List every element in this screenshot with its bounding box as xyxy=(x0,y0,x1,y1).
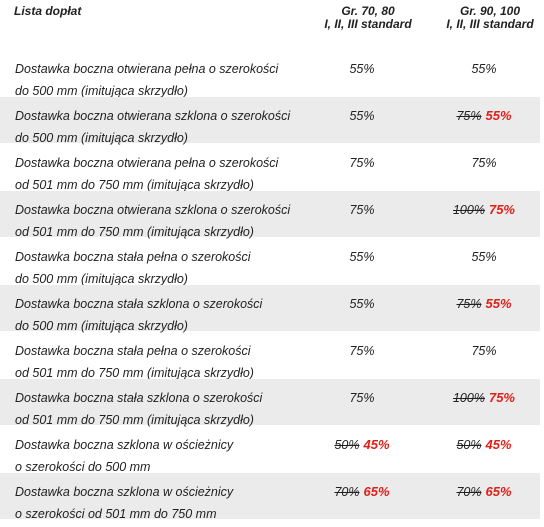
row-label-line: do 500 mm (imitująca skrzydło) xyxy=(15,84,188,98)
row-label: Dostawka boczna otwierana szklona o szer… xyxy=(15,199,290,243)
new-price: 65% xyxy=(485,484,512,499)
column-header-line: Gr. 70, 80 xyxy=(341,4,395,18)
new-price: 45% xyxy=(363,437,390,452)
price: 55% xyxy=(471,250,497,264)
row-label-line: Dostawka boczna stała pełna o szerokości xyxy=(15,344,251,358)
price-cell: 100% 75% xyxy=(424,199,544,221)
old-price: 100% xyxy=(452,203,485,217)
row-label-line: od 501 mm do 750 mm (imitująca skrzydło) xyxy=(15,413,254,427)
column-header-line: Gr. 90, 100 xyxy=(459,4,521,18)
row-label-line: od 501 mm do 750 mm (imitująca skrzydło) xyxy=(15,225,254,239)
price-cell: 75% xyxy=(424,152,544,174)
old-price: 75% xyxy=(456,297,482,311)
price-cell: 55% xyxy=(302,246,422,268)
price-cell: 55% xyxy=(424,58,544,80)
row-label-line: do 500 mm (imitująca skrzydło) xyxy=(15,319,188,333)
new-price: 75% xyxy=(488,202,515,217)
column-header: Gr. 90, 100 I, II, III standard xyxy=(430,5,544,31)
row-label-line: Dostawka boczna szklona w ościeżnicy xyxy=(15,438,234,452)
row-label-line: Dostawka boczna otwierana szklona o szer… xyxy=(15,203,291,217)
table-row: Dostawka boczna stała szklona o szerokoś… xyxy=(0,285,540,333)
column-header: Gr. 70, 80 I, II, III standard xyxy=(308,5,428,31)
table-row: Dostawka boczna otwierana pełna o szerok… xyxy=(0,144,540,192)
old-price: 100% xyxy=(452,391,485,405)
row-label: Dostawka boczna otwierana pełna o szerok… xyxy=(15,58,278,102)
table-row: Dostawka boczna otwierana pełna o szerok… xyxy=(0,50,540,98)
row-label: Dostawka boczna stała pełna o szerokości… xyxy=(15,340,254,384)
price-cell: 75% xyxy=(302,199,422,221)
table-title: Lista dopłat xyxy=(14,4,82,18)
new-price: 75% xyxy=(488,390,515,405)
price-cell: 50% 45% xyxy=(424,434,544,456)
old-price: 50% xyxy=(456,438,482,452)
row-label-line: Dostawka boczna otwierana pełna o szerok… xyxy=(15,62,279,76)
row-label-line: Dostawka boczna otwierana szklona o szer… xyxy=(15,109,291,123)
row-label: Dostawka boczna szklona w ościeżnicy o sz… xyxy=(15,481,233,525)
row-label: Dostawka boczna szklona w ościeżnicy o sz… xyxy=(15,434,233,478)
row-label: Dostawka boczna otwierana szklona o szer… xyxy=(15,105,290,149)
new-price: 55% xyxy=(485,108,512,123)
price-cell: 55% xyxy=(302,293,422,315)
row-label-line: do 500 mm (imitująca skrzydło) xyxy=(15,272,188,286)
price: 75% xyxy=(349,391,375,405)
new-price: 45% xyxy=(485,437,512,452)
row-label-line: od 501 mm do 750 mm (imitująca skrzydło) xyxy=(15,178,254,192)
price-cell: 75% xyxy=(302,387,422,409)
price: 75% xyxy=(471,344,497,358)
row-label-line: o szerokości do 500 mm xyxy=(15,460,151,474)
price-cell: 75% xyxy=(302,152,422,174)
table-row: Dostawka boczna stała pełna o szerokości… xyxy=(0,238,540,286)
price: 55% xyxy=(349,62,375,76)
row-label-line: Dostawka boczna stała szklona o szerokoś… xyxy=(15,297,263,311)
row-label-line: Dostawka boczna szklona w ościeżnicy xyxy=(15,485,234,499)
table-row: Dostawka boczna otwierana szklona o szer… xyxy=(0,97,540,145)
table-row: Dostawka boczna stała szklona o szerokoś… xyxy=(0,379,540,427)
column-header-line: I, II, III standard xyxy=(446,17,534,31)
row-label: Dostawka boczna otwierana pełna o szerok… xyxy=(15,152,278,196)
row-label-line: o szerokości od 501 mm do 750 mm xyxy=(15,507,217,521)
price-cell: 100% 75% xyxy=(424,387,544,409)
price: 75% xyxy=(349,156,375,170)
new-price: 55% xyxy=(485,296,512,311)
old-price: 50% xyxy=(334,438,360,452)
row-label-line: do 500 mm (imitująca skrzydło) xyxy=(15,131,188,145)
price-cell: 50% 45% xyxy=(302,434,422,456)
column-header-line: I, II, III standard xyxy=(324,17,412,31)
table-row: Dostawka boczna otwierana szklona o szer… xyxy=(0,191,540,239)
old-price: 70% xyxy=(456,485,482,499)
old-price: 75% xyxy=(456,109,482,123)
price: 75% xyxy=(349,344,375,358)
new-price: 65% xyxy=(363,484,390,499)
price-cell: 70% 65% xyxy=(424,481,544,503)
price-cell: 75% xyxy=(302,340,422,362)
price-cell: 55% xyxy=(302,58,422,80)
price-cell: 70% 65% xyxy=(302,481,422,503)
price: 75% xyxy=(349,203,375,217)
price: 55% xyxy=(471,62,497,76)
row-label-line: Dostawka boczna otwierana pełna o szerok… xyxy=(15,156,279,170)
price-cell: 75% 55% xyxy=(424,105,544,127)
row-label-line: Dostawka boczna stała pełna o szerokości xyxy=(15,250,251,264)
table-row: Dostawka boczna szklona w ościeżnicy o sz… xyxy=(0,473,540,521)
row-label: Dostawka boczna stała szklona o szerokoś… xyxy=(15,293,262,337)
price-cell: 75% 55% xyxy=(424,293,544,315)
row-label: Dostawka boczna stała pełna o szerokości… xyxy=(15,246,251,290)
table-row: Dostawka boczna szklona w ościeżnicy o sz… xyxy=(0,426,540,474)
row-label-line: Dostawka boczna stała szklona o szerokoś… xyxy=(15,391,263,405)
price: 55% xyxy=(349,109,375,123)
table-row: Dostawka boczna stała pełna o szerokości… xyxy=(0,332,540,380)
price: 55% xyxy=(349,297,375,311)
row-label: Dostawka boczna stała szklona o szerokoś… xyxy=(15,387,262,431)
price: 75% xyxy=(471,156,497,170)
price-cell: 75% xyxy=(424,340,544,362)
price-cell: 55% xyxy=(424,246,544,268)
old-price: 70% xyxy=(334,485,360,499)
price-cell: 55% xyxy=(302,105,422,127)
price: 55% xyxy=(349,250,375,264)
row-label-line: od 501 mm do 750 mm (imitująca skrzydło) xyxy=(15,366,254,380)
